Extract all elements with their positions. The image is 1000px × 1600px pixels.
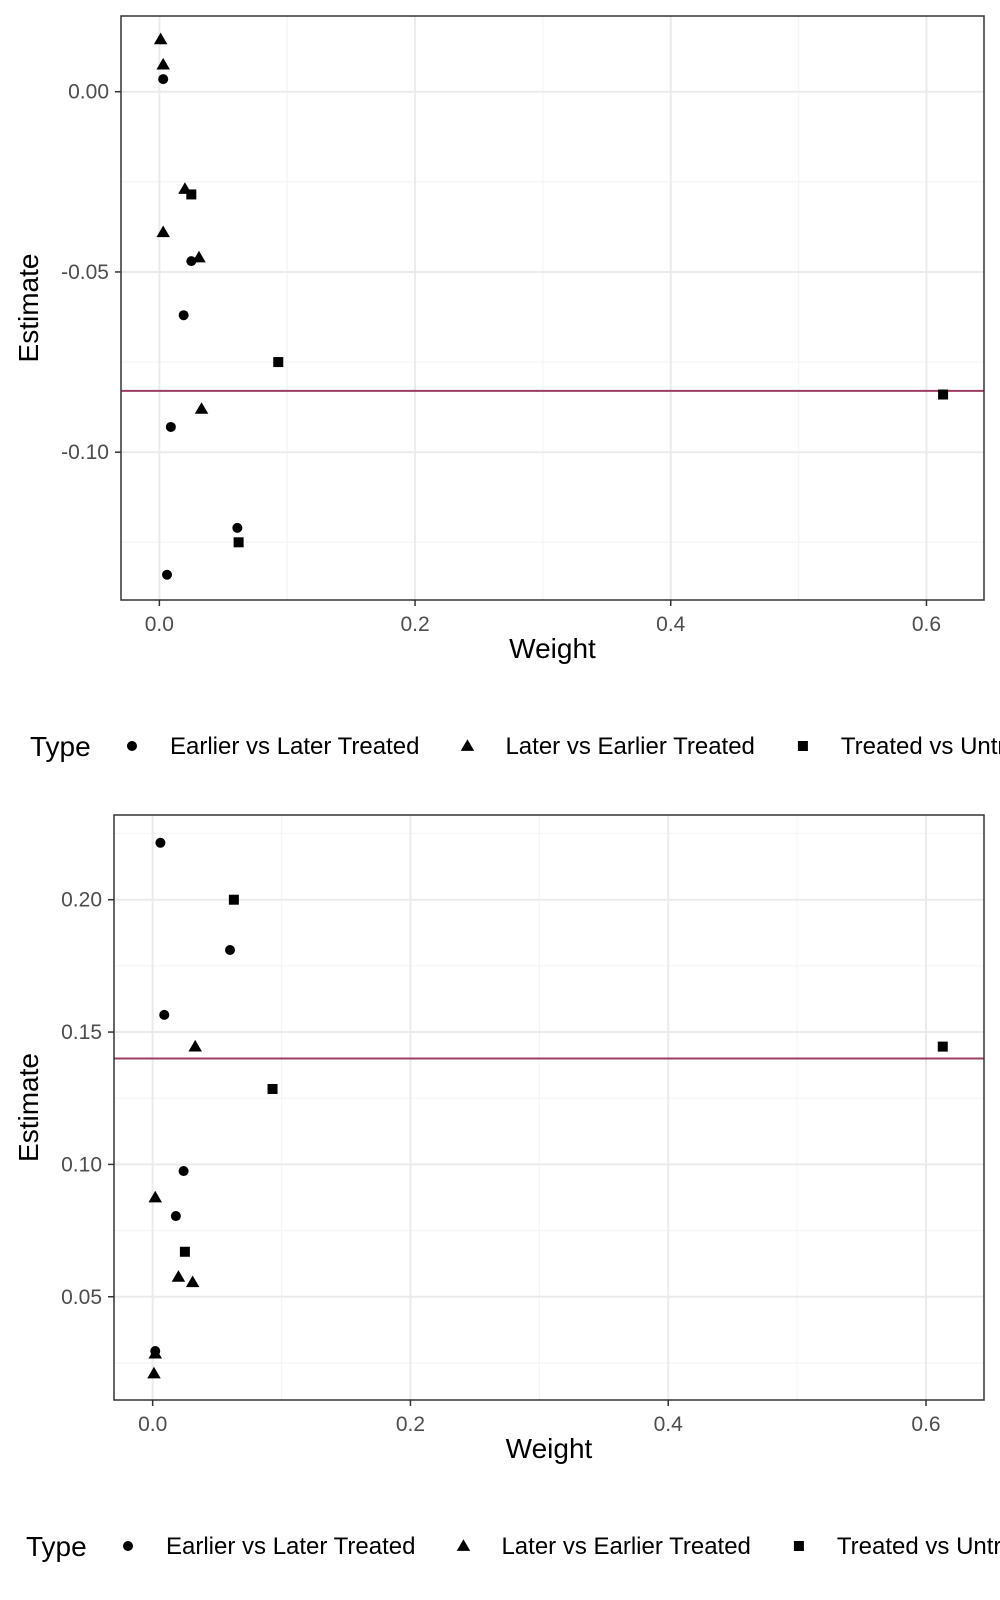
legend-key-square — [793, 1541, 804, 1551]
x-tick-label: 0.4 — [656, 613, 686, 636]
plot-panel — [114, 815, 984, 1400]
data-point-square — [233, 537, 244, 548]
data-point-triangle — [194, 402, 209, 414]
plot-panel — [121, 16, 984, 600]
data-point-triangle — [188, 1039, 202, 1052]
legend-title: Type — [26, 1531, 87, 1562]
y-tick-label: 0.20 — [61, 889, 102, 912]
data-point-circle — [186, 256, 197, 267]
y-axis-title: Estimate — [13, 254, 44, 363]
data-point-square — [937, 1041, 948, 1052]
legend-label: Treated vs Untreated — [841, 733, 1000, 760]
panel-border — [113, 814, 985, 1401]
y-tick-label: 0.00 — [68, 81, 109, 104]
x-axis-title: Weight — [509, 633, 596, 664]
x-tick-label: 0.2 — [396, 1413, 425, 1436]
data-point-circle — [162, 569, 173, 580]
data-point-triangle — [156, 57, 170, 70]
data-point-square — [186, 189, 197, 200]
legend-key-triangle — [460, 739, 475, 751]
legend-key-square — [797, 741, 808, 751]
data-point-circle — [178, 1166, 189, 1177]
x-tick-label: 0.2 — [400, 613, 429, 636]
data-point-triangle — [153, 32, 168, 45]
legend-key-circle — [127, 741, 137, 751]
y-tick-label: 0.15 — [61, 1021, 102, 1044]
data-point-square — [938, 389, 949, 400]
x-tick-label: 0.6 — [911, 1413, 940, 1436]
y-axis-title: Estimate — [13, 1053, 44, 1162]
data-point-square — [179, 1246, 190, 1257]
data-point-square — [267, 1083, 278, 1094]
legend-label: Later vs Earlier Treated — [505, 733, 754, 760]
data-point-circle — [170, 1211, 181, 1222]
data-point-circle — [165, 421, 176, 432]
x-tick-label: 0.0 — [145, 613, 174, 636]
legend-key-circle — [123, 1541, 133, 1551]
data-point-triangle — [156, 225, 170, 238]
data-point-triangle — [148, 1190, 162, 1203]
x-tick-label: 0.6 — [912, 613, 941, 636]
legend-key-triangle — [456, 1539, 471, 1551]
data-point-circle — [155, 837, 166, 848]
data-point-square — [273, 357, 284, 368]
legend: Type Earlier vs Later Treated Later vs Ear… — [30, 731, 1000, 762]
data-point-triangle — [147, 1366, 161, 1379]
legend-label: Earlier vs Later Treated — [170, 733, 419, 760]
legend-label: Later vs Earlier Treated — [501, 1533, 750, 1560]
data-point-circle — [178, 310, 189, 321]
x-axis-title: Weight — [506, 1433, 593, 1464]
panel-border — [120, 15, 985, 601]
chart-1: 0.0 0.2 0.4 0.6 0.00 -0.05 -0.10 Weight Estimate… — [13, 15, 1000, 762]
legend: Type Earlier vs Later Treated Later vs Ear… — [26, 1531, 1000, 1562]
y-tick-label: 0.05 — [61, 1286, 102, 1309]
data-point-triangle — [185, 1275, 200, 1288]
x-tick-label: 0.4 — [654, 1413, 684, 1436]
data-point-circle — [232, 522, 243, 533]
legend-label: Earlier vs Later Treated — [166, 1533, 415, 1560]
data-point-circle — [158, 74, 169, 85]
legend-title: Type — [30, 731, 91, 762]
x-tick-label: 0.0 — [138, 1413, 167, 1436]
y-tick-label: -0.10 — [61, 441, 109, 464]
data-point-circle — [225, 945, 235, 955]
legend-label: Treated vs Untreated — [837, 1533, 1000, 1560]
chart-2: 0.0 0.2 0.4 0.6 0.05 0.10 0.15 0.20 Weight Estima… — [13, 814, 1000, 1562]
y-tick-label: 0.10 — [61, 1153, 102, 1176]
data-point-square — [228, 894, 239, 905]
y-tick-label: -0.05 — [61, 261, 109, 284]
data-point-triangle — [171, 1270, 186, 1282]
data-point-circle — [159, 1009, 170, 1020]
data-point-triangle — [148, 1346, 162, 1359]
data-point-triangle — [192, 250, 206, 263]
